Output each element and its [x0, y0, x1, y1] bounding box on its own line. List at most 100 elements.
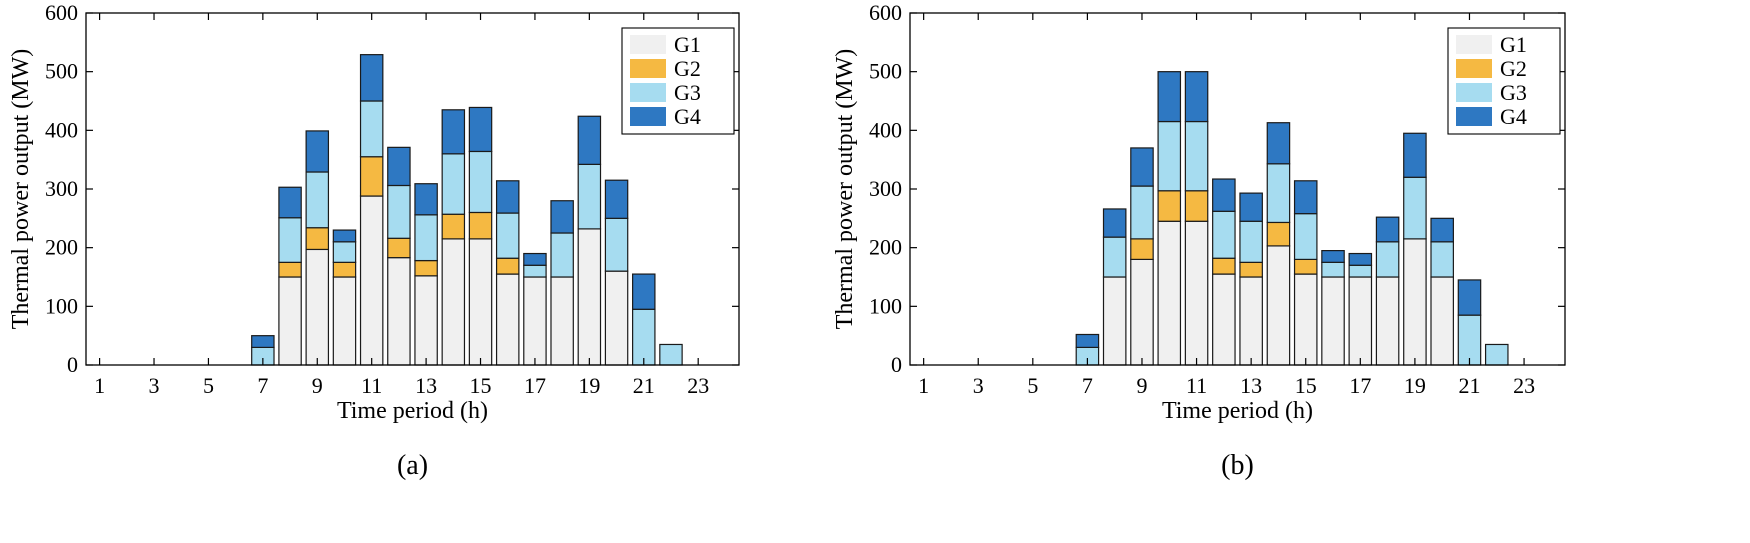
x-axis-label: Time period (h): [337, 398, 488, 424]
x-tick-label: 19: [578, 373, 600, 398]
bar-g2-t14: [1266, 221, 1291, 247]
x-tick-label: 15: [1295, 373, 1317, 398]
bar-g4-t9: [1130, 147, 1154, 187]
bar-g3-t16: [495, 212, 520, 259]
y-axis-label: Thermal power output (MW): [8, 49, 34, 330]
bar-g1-t20: [1430, 276, 1454, 366]
x-tick-label: 19: [1404, 373, 1426, 398]
bar-g4-t18: [550, 200, 574, 234]
bar-g4-t14: [1266, 122, 1291, 165]
y-tick-label: 100: [45, 293, 78, 318]
y-tick-label: 200: [45, 235, 78, 260]
bar-g1-t18: [1375, 276, 1400, 366]
x-axis-label: Time period (h): [1162, 398, 1313, 424]
bar-g4-t8: [1102, 208, 1127, 238]
x-tick-label: 11: [361, 373, 382, 398]
bar-g3-t18: [550, 232, 574, 278]
y-axis-label: Thermal power output (MW): [832, 49, 858, 330]
x-tick-label: 7: [1082, 373, 1093, 398]
bar-g2-t11: [1184, 190, 1209, 222]
y-tick-label: 0: [891, 352, 902, 377]
legend-label-g3: G3: [674, 80, 701, 105]
legend-label-g1: G1: [674, 32, 701, 57]
bar-g2-t9: [1130, 238, 1154, 260]
bar-g4-t18: [1375, 216, 1400, 243]
bar-g4-t19: [1403, 132, 1427, 178]
bar-g4-t15: [468, 106, 493, 153]
panel-caption: (b): [1221, 450, 1254, 481]
y-tick-label: 0: [67, 352, 78, 377]
bar-g3-t15: [468, 150, 493, 214]
bar-g4-t7: [251, 335, 275, 349]
bar-g2-t8: [278, 261, 302, 278]
bar-g4-t12: [1212, 178, 1236, 212]
bar-g1-t10: [1157, 220, 1182, 366]
bar-g1-t9: [305, 248, 330, 366]
bar-g1-t17: [523, 276, 547, 366]
bar-g3-t19: [577, 163, 602, 230]
x-tick-label: 11: [1186, 373, 1207, 398]
bar-g3-t12: [1212, 210, 1236, 259]
bar-g3-t8: [278, 217, 302, 263]
bar-g3-t8: [1102, 236, 1127, 278]
x-tick-label: 3: [149, 373, 160, 398]
bar-g3-t14: [1266, 163, 1291, 224]
y-tick-label: 500: [45, 59, 78, 84]
legend-swatch-g1: [1456, 35, 1492, 54]
y-tick-label: 300: [869, 176, 902, 201]
legend-swatch-g2: [1456, 59, 1492, 78]
bar-g4-t16: [495, 180, 520, 214]
x-tick-label: 1: [918, 373, 929, 398]
bar-g3-t11: [359, 100, 384, 158]
bar-g4-t11: [1184, 71, 1209, 123]
y-tick-label: 400: [869, 117, 902, 142]
bar-g3-t15: [1293, 213, 1318, 260]
x-tick-label: 21: [1458, 373, 1480, 398]
x-tick-label: 1: [94, 373, 105, 398]
bar-g1-t12: [1212, 273, 1236, 366]
x-tick-label: 23: [687, 373, 709, 398]
bar-g3-t22: [1484, 343, 1509, 366]
y-tick-label: 600: [869, 0, 902, 25]
bar-g2-t10: [332, 261, 357, 278]
bar-g4-t12: [387, 146, 411, 187]
bar-g3-t9: [1130, 185, 1154, 240]
y-tick-label: 100: [869, 293, 902, 318]
x-tick-label: 13: [415, 373, 437, 398]
bar-g3-t17: [523, 264, 547, 278]
bar-g3-t22: [659, 343, 683, 366]
bar-g2-t10: [1157, 190, 1182, 222]
bar-g1-t10: [332, 276, 357, 366]
x-tick-label: 13: [1240, 373, 1262, 398]
bar-g1-t8: [278, 276, 302, 366]
bar-g2-t14: [441, 213, 466, 240]
bar-g4-t10: [1157, 71, 1182, 123]
bar-g4-t9: [305, 130, 330, 173]
bar-g4-t8: [278, 186, 302, 219]
bar-g4-t17: [1348, 252, 1373, 266]
x-tick-label: 23: [1513, 373, 1535, 398]
bar-g1-t19: [577, 228, 602, 366]
legend-swatch-g4: [1456, 107, 1492, 126]
bar-g3-t20: [1430, 241, 1454, 278]
bar-g2-t15: [1293, 258, 1318, 275]
x-tick-label: 5: [203, 373, 214, 398]
y-tick-label: 400: [45, 117, 78, 142]
y-tick-label: 600: [45, 0, 78, 25]
bar-g3-t9: [305, 171, 330, 229]
bar-g2-t13: [414, 259, 438, 277]
legend-label-g2: G2: [674, 56, 701, 81]
bar-g4-t11: [359, 54, 384, 102]
bar-g2-t13: [1239, 261, 1263, 278]
bar-g3-t10: [332, 241, 357, 263]
legend-swatch-g4: [630, 107, 666, 126]
bar-g4-t15: [1293, 180, 1318, 215]
x-tick-label: 7: [257, 373, 268, 398]
x-tick-label: 9: [312, 373, 323, 398]
bar-g1-t19: [1403, 238, 1427, 366]
bar-g2-t12: [1212, 257, 1236, 275]
